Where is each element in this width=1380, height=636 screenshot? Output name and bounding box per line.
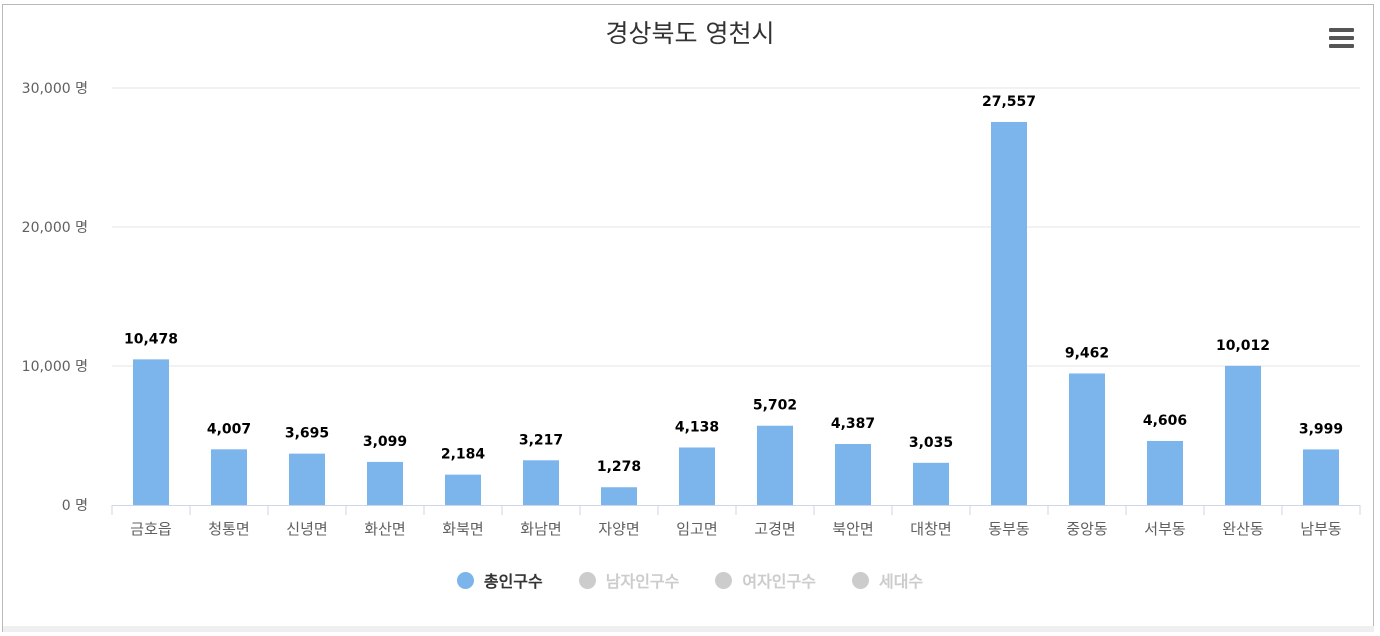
bar[interactable] — [1225, 365, 1261, 505]
data-label: 4,387 — [831, 416, 875, 432]
y-tick-label: 0 명 — [62, 498, 88, 514]
data-label: 3,099 — [363, 434, 407, 450]
x-tick-label: 북안면 — [832, 520, 873, 538]
x-tick-label: 금호읍 — [130, 520, 171, 538]
x-tick-label: 완산동 — [1222, 520, 1264, 538]
bar[interactable] — [211, 449, 247, 505]
x-tick-label: 동부동 — [988, 520, 1030, 538]
bar[interactable] — [835, 444, 871, 505]
chart-container — [2, 4, 1374, 632]
bottom-strip — [3, 626, 1374, 632]
x-tick-label: 서부동 — [1144, 520, 1186, 538]
data-label: 4,007 — [207, 421, 251, 437]
legend: 총인구수 남자인구수 여자인구수 세대수 — [0, 568, 1380, 592]
bar[interactable] — [445, 474, 481, 505]
y-tick-label: 10,000 명 — [22, 359, 88, 375]
bar[interactable] — [991, 121, 1027, 505]
bar[interactable] — [289, 453, 325, 505]
bar[interactable] — [367, 461, 403, 505]
legend-dot-icon — [456, 571, 474, 589]
bar[interactable] — [601, 487, 637, 505]
x-tick-label: 화남면 — [520, 520, 561, 538]
bar[interactable] — [679, 447, 715, 505]
y-tick-label: 30,000 명 — [22, 81, 88, 97]
x-tick-label: 남부동 — [1300, 520, 1342, 538]
legend-label: 여자인구수 — [742, 572, 816, 591]
x-tick-label: 자양면 — [598, 520, 639, 538]
x-tick-label: 중앙동 — [1066, 520, 1108, 538]
bar[interactable] — [133, 359, 169, 505]
data-label: 10,478 — [124, 331, 178, 347]
data-label: 3,035 — [909, 435, 953, 451]
data-label: 9,462 — [1065, 345, 1109, 361]
legend-label: 총인구수 — [483, 572, 543, 591]
x-tick-label: 신녕면 — [286, 520, 327, 538]
x-tick-label: 고경면 — [754, 520, 795, 538]
bar[interactable] — [1147, 440, 1183, 505]
data-label: 3,999 — [1299, 421, 1343, 437]
data-label: 2,184 — [441, 447, 486, 463]
data-label: 27,557 — [982, 94, 1036, 110]
data-label: 10,012 — [1216, 338, 1270, 354]
hamburger-menu-icon[interactable] — [1325, 26, 1355, 52]
bar[interactable] — [757, 425, 793, 505]
bar[interactable] — [523, 460, 559, 505]
x-tick-label: 임고면 — [676, 520, 717, 538]
legend-item-total[interactable]: 총인구수 — [456, 568, 543, 592]
legend-label: 남자인구수 — [605, 572, 680, 591]
x-tick-label: 청통면 — [208, 520, 249, 538]
legend-item-households[interactable]: 세대수 — [851, 568, 924, 592]
data-label: 5,702 — [753, 398, 797, 414]
data-label: 4,606 — [1143, 413, 1187, 429]
x-tick-label: 화산면 — [364, 520, 405, 538]
bar[interactable] — [1069, 373, 1105, 505]
data-label: 4,138 — [675, 419, 719, 435]
legend-dot-icon — [578, 571, 596, 589]
legend-item-male[interactable]: 남자인구수 — [578, 568, 680, 592]
bar[interactable] — [1303, 449, 1339, 505]
x-tick-label: 대창면 — [910, 520, 951, 538]
legend-dot-icon — [715, 571, 733, 589]
legend-dot-icon — [851, 571, 869, 589]
legend-label: 세대수 — [878, 572, 924, 591]
chart-title: 경상북도 영천시 — [605, 19, 775, 48]
y-tick-label: 20,000 명 — [22, 220, 88, 236]
x-tick-label: 화북면 — [442, 520, 483, 538]
data-label: 1,278 — [597, 459, 641, 475]
legend-item-female[interactable]: 여자인구수 — [715, 568, 816, 592]
data-label: 3,695 — [285, 426, 329, 442]
bar[interactable] — [913, 462, 949, 505]
data-label: 3,217 — [519, 432, 563, 448]
